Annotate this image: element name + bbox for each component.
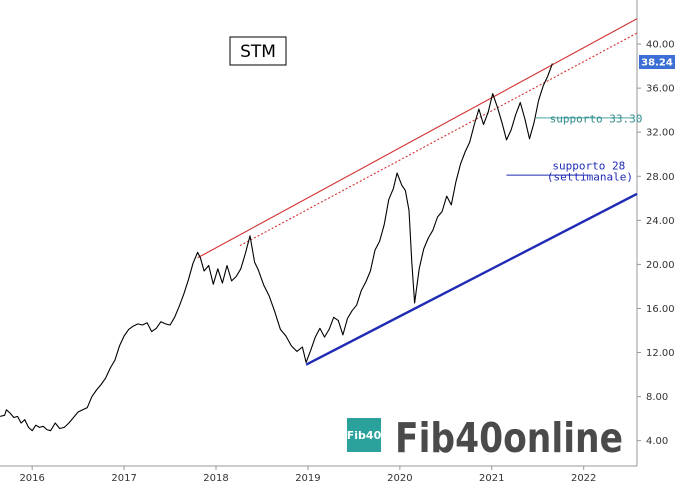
y-tick-label: 40.00 <box>646 40 675 51</box>
logo-badge-icon <box>347 418 381 452</box>
x-tick-label: 2017 <box>111 473 136 484</box>
x-tick-label: 2019 <box>295 473 320 484</box>
annotation-label: supporto 33.30 <box>550 112 643 125</box>
x-tick-label: 2022 <box>571 473 596 484</box>
price-series-line <box>0 63 553 432</box>
x-tick-label: 2021 <box>479 473 504 484</box>
y-tick-label: 8.00 <box>646 392 668 403</box>
y-tick-label: 20.00 <box>646 260 675 271</box>
y-tick-label: 4.00 <box>646 436 668 447</box>
series-layer <box>0 63 553 432</box>
last-price-label: 38.24 <box>641 58 673 69</box>
chart-title: STM <box>240 42 276 62</box>
trendline-upper-inner <box>239 32 638 247</box>
trendline-upper-channel <box>197 18 638 259</box>
y-tick-label: 12.00 <box>646 348 675 359</box>
x-tick-label: 2016 <box>19 473 44 484</box>
trendline-lower-channel <box>305 192 638 366</box>
y-tick-label: 32.00 <box>646 128 675 139</box>
x-tick-label: 2018 <box>203 473 228 484</box>
y-tick-label: 24.00 <box>646 216 675 227</box>
annotation-label: (settimanale) <box>547 171 633 184</box>
logo-wordmark: Fib40online <box>395 414 623 462</box>
trendline-layer <box>197 18 638 366</box>
y-tick-label: 28.00 <box>646 172 675 183</box>
brand-logo: Fib40 Fib40online <box>347 414 623 462</box>
annotation-label: supporto 28 <box>552 160 625 173</box>
last-price-badge: 38.24 <box>639 55 675 69</box>
y-tick-label: 36.00 <box>646 84 675 95</box>
chart-title-box: STM <box>229 36 287 66</box>
logo-badge-text: Fib40 <box>347 429 382 442</box>
annotation-layer: supporto 33.30 supporto 28(settimanale) <box>547 112 642 183</box>
x-tick-label: 2020 <box>387 473 412 484</box>
y-tick-label: 16.00 <box>646 304 675 315</box>
